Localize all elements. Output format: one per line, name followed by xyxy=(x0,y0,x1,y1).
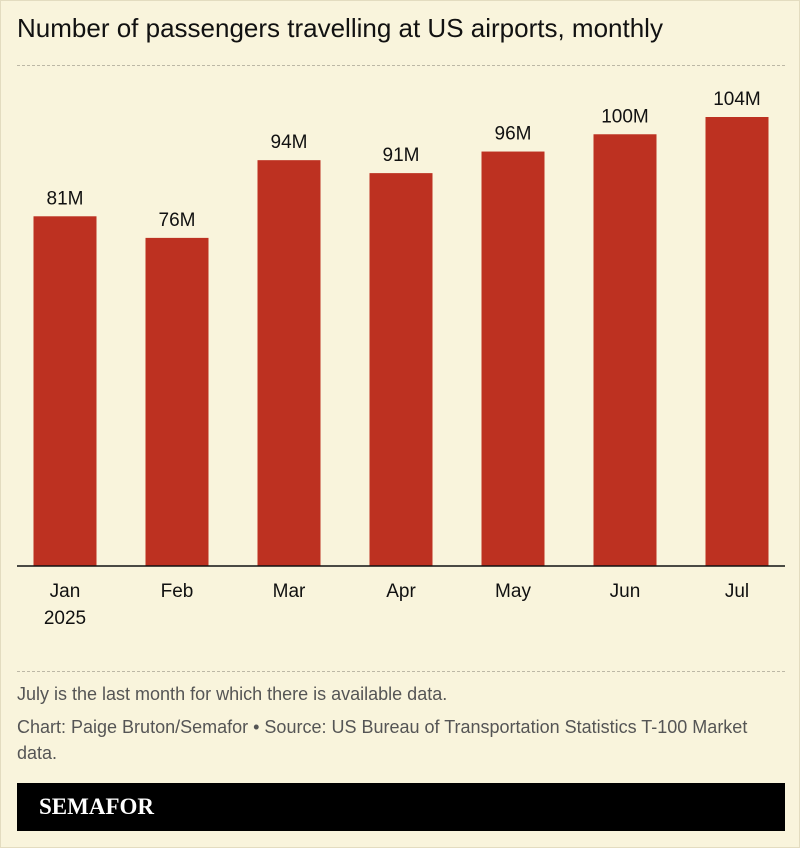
x-tick-label: Feb xyxy=(161,581,194,602)
bar xyxy=(33,216,97,566)
value-label: 76M xyxy=(159,210,196,231)
bar xyxy=(481,151,545,567)
x-tick-label: Jul xyxy=(725,581,749,602)
x-tick-label: May xyxy=(495,581,531,602)
value-label: 100M xyxy=(601,106,649,127)
divider xyxy=(17,65,785,66)
bar xyxy=(145,237,209,566)
value-label: 81M xyxy=(47,188,84,209)
chart: 81M Jan 2025 76M Feb 94M Mar 91M Apr 96M May 100M Ju… xyxy=(17,89,785,629)
value-label: 91M xyxy=(383,145,420,166)
value-label: 94M xyxy=(271,132,308,153)
brand: SEMAFOR xyxy=(39,794,154,819)
bar xyxy=(369,173,433,566)
x-tick-label: Jan 2025 xyxy=(44,581,86,629)
bar xyxy=(593,134,657,566)
x-tick-label: Mar xyxy=(273,581,306,602)
x-tick-label: Jun xyxy=(610,581,641,602)
credit: Chart: Paige Bruton/Semafor • Source: US… xyxy=(17,717,748,763)
value-label: 96M xyxy=(495,124,532,145)
bar xyxy=(257,160,321,566)
chart-title: Number of passengers travelling at US ai… xyxy=(17,13,663,43)
x-tick-label: Apr xyxy=(386,581,416,602)
divider xyxy=(17,671,785,672)
bar xyxy=(705,117,769,566)
brand-bar: SEMAFOR xyxy=(17,783,785,831)
note: July is the last month for which there i… xyxy=(17,684,448,704)
value-label: 104M xyxy=(713,89,761,110)
